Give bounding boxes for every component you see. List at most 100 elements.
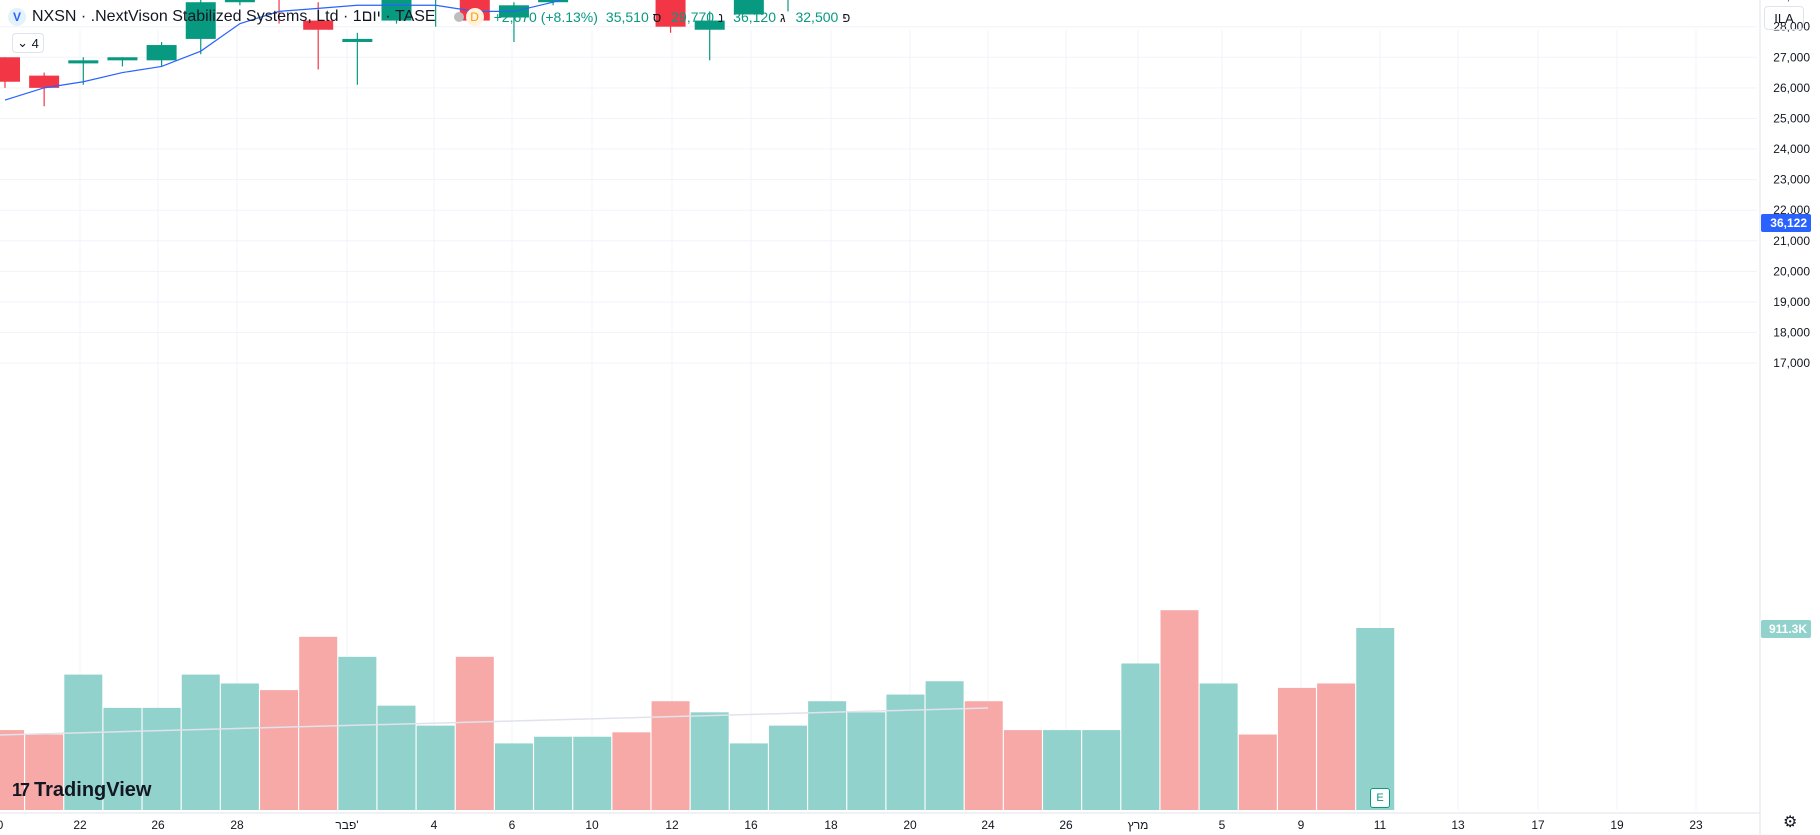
time-axis: 0 22 26 28 פבר' 4 6 10 12 16 18 20 24 26 מרץ 5 9 11 13 17 19…: [0, 818, 1703, 832]
volume-badge-bg: [1761, 620, 1811, 638]
candle: [435, 0, 437, 27]
low-value: 29,770: [671, 9, 715, 25]
volume-bar: [416, 725, 455, 810]
volume-bar: [886, 694, 925, 810]
price-tick-label: 24,000: [1773, 142, 1810, 156]
close-label: ס: [652, 9, 662, 25]
candle: [538, 0, 569, 6]
volume-bar: [1121, 663, 1160, 810]
indicators-collapse-button[interactable]: ⌄ 4: [12, 33, 44, 53]
price-change: +2,670 (+8.13%): [493, 9, 598, 25]
tradingview-logo[interactable]: 17 TradingView: [12, 779, 151, 802]
volume-bar: [964, 701, 1003, 810]
candle: [0, 57, 20, 88]
chevron-down-icon: ⌄: [17, 35, 32, 50]
volume-bar: [25, 734, 64, 810]
time-tick-label: 26: [151, 818, 165, 832]
time-tick-label: 16: [744, 818, 758, 832]
time-tick-label: 5: [1219, 818, 1226, 832]
time-tick-label: 19: [1610, 818, 1624, 832]
volume-bar: [729, 743, 768, 810]
tradingview-wordmark: TradingView: [34, 779, 152, 801]
candle-body: [185, 2, 216, 39]
candle-body: [538, 0, 569, 3]
time-tick-label: 20: [903, 818, 917, 832]
candle-body: [303, 20, 334, 30]
candle-body: [224, 0, 255, 3]
candle-body: [655, 0, 686, 27]
tradingview-mark-icon: 17: [12, 780, 30, 800]
volume-bar: [612, 732, 651, 810]
candle-body: [107, 57, 138, 61]
grid-lines: [0, 26, 1757, 810]
price-tick-label: 25,000: [1773, 111, 1810, 125]
volume-bar: [1277, 687, 1316, 810]
ma-price-badge: 36,122: [1761, 214, 1811, 232]
volume-bar: [573, 736, 612, 810]
price-tick-label: 29,000: [1773, 0, 1810, 3]
candle: [303, 2, 334, 70]
time-tick-label: 12: [665, 818, 679, 832]
candle: [29, 72, 60, 107]
symbol-logo[interactable]: V: [8, 8, 26, 26]
volume-bar: [103, 707, 142, 810]
time-tick-label: 13: [1451, 818, 1465, 832]
volume-bar: [142, 707, 181, 810]
price-axis: 17,000 18,000 19,000 20,000 21,000 22,000 23,0…: [1773, 0, 1810, 370]
volume-bar: [847, 712, 886, 810]
price-tick-label: 26,000: [1773, 81, 1810, 95]
candle: [733, 0, 764, 15]
volume-bar: [181, 674, 220, 810]
time-tick-label: 17: [1531, 818, 1545, 832]
volume-bar: [1043, 730, 1082, 810]
candle: [224, 0, 255, 6]
high-value: 36,120: [733, 9, 776, 25]
candles: [0, 0, 789, 107]
time-tick-label: 0: [0, 818, 4, 832]
price-tick-label: 18,000: [1773, 326, 1810, 340]
volume-bar: [1356, 627, 1395, 810]
delayed-badge[interactable]: D: [465, 8, 484, 26]
market-status-dot[interactable]: [453, 12, 464, 22]
time-tick-label: 9: [1298, 818, 1305, 832]
volume-bar: [1082, 730, 1121, 810]
earnings-marker[interactable]: E: [1370, 788, 1390, 808]
price-tick-label: 19,000: [1773, 295, 1810, 309]
candle: [655, 0, 686, 33]
volume-ma-line: [0, 707, 989, 736]
candle-body: [146, 45, 177, 61]
candle: [68, 57, 99, 85]
ma-price-badge-bg: [1761, 214, 1811, 232]
volume-bar: [220, 683, 259, 810]
candle: [146, 41, 177, 67]
volume-bar: [534, 736, 573, 810]
high-label: ג: [779, 9, 786, 25]
settings-gear-icon[interactable]: ⚙: [1783, 814, 1798, 831]
time-tick-label: 22: [73, 818, 87, 832]
open-label: פ: [842, 9, 851, 25]
volume-bar: [690, 712, 729, 810]
volume-bar: [299, 636, 338, 810]
candle-body: [342, 38, 373, 42]
volume-bar: [1317, 683, 1356, 810]
candle-body: [694, 20, 725, 30]
volume-bar: [769, 725, 807, 810]
candle-body: [0, 57, 20, 82]
legend-header: V NXSN · .NextVison Stabilized Systems, …: [8, 6, 860, 28]
time-tick-label: 24: [981, 818, 995, 832]
price-tick-label: 20,000: [1773, 264, 1810, 278]
symbol-title[interactable]: NXSN · .NextVison Stabilized Systems, Lt…: [32, 8, 436, 25]
volume-bar: [1003, 730, 1042, 810]
price-tick-label: 17,000: [1773, 356, 1810, 370]
candle: [185, 0, 216, 55]
currency-button[interactable]: ILA: [1764, 6, 1804, 30]
close-value: 35,510: [605, 9, 649, 25]
volume-bars: [0, 610, 1395, 810]
volume-bar: [651, 701, 690, 810]
low-label: נ: [718, 9, 724, 25]
time-tick-label: 11: [1374, 818, 1387, 832]
price-tick-label: 23,000: [1773, 173, 1810, 187]
ma-price-badge-text: 36,122: [1770, 216, 1807, 230]
volume-bar: [64, 674, 103, 810]
